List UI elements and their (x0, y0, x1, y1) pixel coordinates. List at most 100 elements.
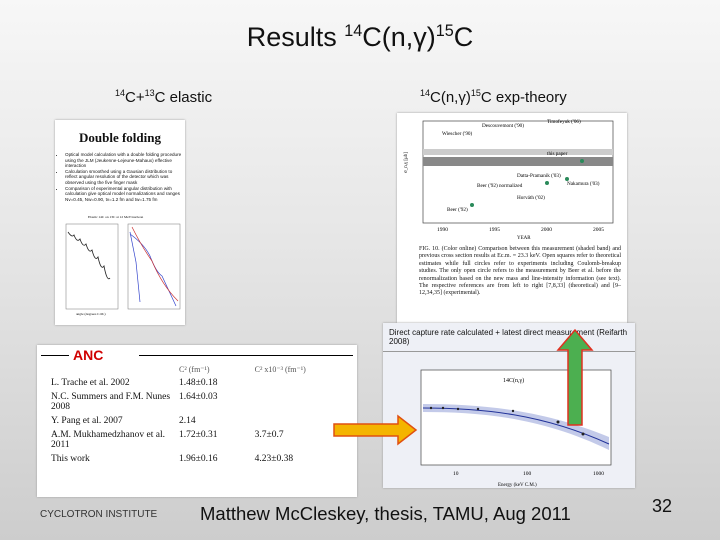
panel-header: Direct capture rate calculated + latest … (383, 323, 635, 352)
table-cell: This work (51, 454, 90, 464)
plot-frame (127, 223, 181, 310)
exp-theory-panel: Descouvemont ('90) Timofeyuk ('06) Wiesche… (397, 113, 627, 345)
label-text: C elastic (154, 89, 213, 106)
x-tick-label: 10 (453, 471, 459, 477)
axis-label: YEAR (517, 236, 531, 241)
year-label: 1990 (437, 227, 448, 233)
title-sup: 14 (344, 22, 363, 40)
left-label: 14C+13C elastic (115, 88, 212, 106)
plot-title: 14C(n,γ) (503, 377, 524, 384)
title-text: Results (246, 22, 345, 52)
table-cell: L. Trache et al. 2002 (51, 378, 130, 388)
table-cell: 1.96±0.16 (179, 454, 218, 464)
legend-label: Nakamura ('03) (567, 180, 600, 187)
legend-label: Datta-Pramanik ('03) (517, 172, 561, 179)
year-label: 2005 (593, 227, 604, 233)
year-plot: Descouvemont ('90) Timofeyuk ('06) Wiesche… (404, 118, 614, 241)
table-cell: A.M. Mukhamedzhanov et al. 2011 (51, 430, 165, 450)
title-sup: 15 (435, 22, 454, 40)
figure-caption: FIG. 10. (Color online) Comparison betwe… (419, 246, 621, 297)
column-header: C² (fm⁻¹) (179, 365, 210, 374)
table-cell: 3.7±0.7 (254, 430, 284, 440)
table-row: A.M. Mukhamedzhanov et al. 2011 1.72±0.31… (47, 428, 347, 452)
point (565, 177, 569, 181)
legend-label: Horváth ('02) (517, 194, 545, 201)
table-row: This work 1.96±0.16 4.23±0.38 (47, 452, 347, 466)
year-label: 1995 (489, 227, 500, 233)
plot-title: Elastic 14C on 13C at 12 MeV/nucleon (88, 215, 143, 219)
title-text: ) (426, 22, 436, 52)
point (580, 159, 584, 163)
footer-institute: CYCLOTRON INSTITUTE (40, 509, 158, 520)
right-label: 14C(n,γ)15C exp-theory (420, 88, 567, 106)
label-sup: 13 (144, 88, 155, 98)
label-text: C exp-theory (480, 89, 567, 106)
column-header (47, 363, 175, 376)
point (545, 181, 549, 185)
rule (139, 355, 353, 356)
table-cell: 1.64±0.03 (179, 392, 218, 402)
double-folding-panel: Double folding Optical model calculation… (55, 120, 185, 325)
plot-frame (65, 223, 119, 310)
title-text: C (453, 22, 474, 52)
axis-label: σ_n,γ [μb] (404, 152, 409, 173)
curve (131, 226, 179, 302)
anc-heading: ANC (73, 347, 104, 363)
bullet-list: Optical model calculation with a double … (55, 152, 185, 202)
table-cell: 1.48±0.18 (179, 378, 218, 388)
legend-label: Wiescher ('90) (442, 130, 473, 137)
page-number: 32 (652, 496, 673, 516)
table-cell: 1.72±0.31 (179, 430, 218, 440)
shaded-band (423, 149, 613, 155)
shaded-band (423, 157, 613, 166)
table-cell: 2.14 (179, 416, 196, 426)
plot-frame (422, 120, 614, 224)
anc-heading-row: ANC (41, 347, 353, 363)
point (470, 203, 474, 207)
legend-label: Descouvemont ('90) (482, 122, 524, 129)
year-ticks: 1990 1995 2000 2005 (437, 227, 604, 233)
table-row: N.C. Summers and F.M. Nunes 2008 1.64±0.0… (47, 390, 347, 414)
label-text: C+ (125, 89, 145, 106)
x-tick-label: 1000 (593, 471, 604, 477)
table-header: C² (fm⁻¹) C² x10⁻³ (fm⁻¹) (47, 363, 347, 376)
angular-plot: Elastic 14C on 13C at 12 MeV/nucleon ang… (65, 215, 181, 316)
label-text: C(n,γ) (430, 89, 471, 106)
rule (41, 355, 69, 356)
x-ticks: 10 100 1000 (453, 471, 604, 477)
curve (67, 231, 111, 280)
label-sup: 14 (115, 88, 126, 98)
bullet: Calculation smoothed using a Gausian dis… (65, 169, 185, 186)
curve (129, 231, 177, 307)
label-sup: 14 (420, 88, 431, 98)
label-sup: 15 (470, 88, 481, 98)
up-arrow (556, 328, 594, 426)
bullet: Comparison of experimental angular distr… (65, 186, 185, 203)
table-cell: N.C. Summers and F.M. Nunes 2008 (51, 392, 171, 412)
anc-table: C² (fm⁻¹) C² x10⁻³ (fm⁻¹) L. Trache et al… (47, 363, 347, 466)
column-header: C² x10⁻³ (fm⁻¹) (254, 365, 306, 374)
table-body: L. Trache et al. 2002 1.48±0.18 N.C. Summe… (47, 376, 347, 466)
legend-label: Beer ('92) (447, 206, 468, 213)
right-arrow (333, 414, 418, 446)
axis-label: angle (degrees C.M.) (76, 312, 106, 316)
legend-label: Beer ('92) normalized (477, 182, 523, 189)
bullet: Optical model calculation with a double … (65, 152, 185, 169)
legend-label: Timofeyuk ('06) (547, 118, 581, 125)
title-text: C(n, (362, 22, 414, 52)
table-cell: 4.23±0.38 (254, 454, 294, 464)
title-greek: γ (413, 22, 427, 52)
legend-label: this paper (547, 151, 568, 157)
legend: Descouvemont ('90) Timofeyuk ('06) Wiesche… (442, 118, 600, 213)
slide-title: Results 14C(n,γ)15C (0, 22, 720, 53)
points (429, 406, 585, 436)
footer-citation: Matthew McCleskey, thesis, TAMU, Aug 201… (200, 503, 571, 524)
axis-label: Energy (keV C.M.) (498, 483, 537, 488)
anc-panel: ANC C² (fm⁻¹) C² x10⁻³ (fm⁻¹) L. Trache e… (37, 345, 357, 497)
table-cell: Y. Pang et al. 2007 (51, 416, 123, 426)
year-label: 2000 (541, 227, 552, 233)
x-tick-label: 100 (523, 471, 532, 477)
table-row: L. Trache et al. 2002 1.48±0.18 (47, 376, 347, 390)
panel-heading: Double folding (79, 130, 161, 145)
